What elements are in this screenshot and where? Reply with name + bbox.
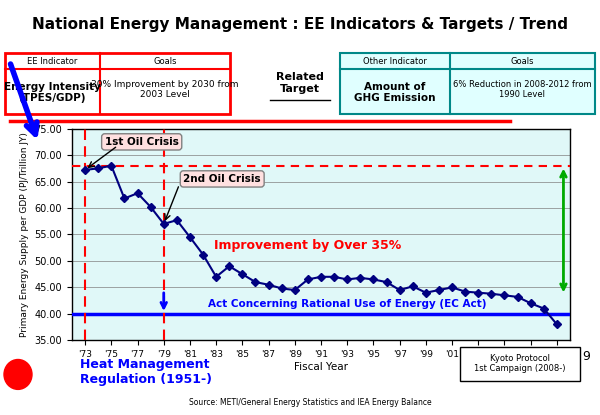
Text: Improvement by Over 35%: Improvement by Over 35%: [214, 239, 401, 251]
Text: Kyoto Protocol
1st Campaign (2008-): Kyoto Protocol 1st Campaign (2008-): [474, 354, 566, 374]
FancyBboxPatch shape: [460, 347, 580, 381]
FancyBboxPatch shape: [340, 53, 595, 114]
Text: Other Indicator: Other Indicator: [363, 57, 427, 66]
Text: 30% Improvement by 2030 from
2003 Level: 30% Improvement by 2030 from 2003 Level: [91, 80, 239, 99]
Text: Act Concerning Rational Use of Energy (EC Act): Act Concerning Rational Use of Energy (E…: [208, 299, 487, 309]
Text: Goals: Goals: [510, 57, 534, 66]
FancyBboxPatch shape: [5, 53, 230, 114]
Text: EE Indicator: EE Indicator: [27, 57, 77, 66]
Text: 2nd Oil Crisis: 2nd Oil Crisis: [184, 174, 261, 184]
Text: 9: 9: [582, 350, 590, 363]
Text: Amount of
GHG Emission: Amount of GHG Emission: [354, 82, 436, 103]
Text: Goals: Goals: [153, 57, 177, 66]
Text: ECCJ: ECCJ: [9, 371, 27, 378]
X-axis label: Fiscal Year: Fiscal Year: [294, 362, 348, 372]
Text: Related
Target: Related Target: [276, 72, 324, 94]
Text: Energy Intensity
(TPES/GDP): Energy Intensity (TPES/GDP): [4, 82, 100, 103]
Text: 6% Reduction in 2008-2012 from
1990 Level: 6% Reduction in 2008-2012 from 1990 Leve…: [452, 80, 592, 99]
Text: Heat Management
Regulation (1951-): Heat Management Regulation (1951-): [80, 358, 212, 386]
Text: Source: METI/General Energy Statistics and IEA Energy Balance: Source: METI/General Energy Statistics a…: [188, 398, 431, 407]
Text: 1st Oil Crisis: 1st Oil Crisis: [105, 137, 179, 147]
Y-axis label: Primary Energy Supply per GDP (PJ/Trillion JY): Primary Energy Supply per GDP (PJ/Trilli…: [20, 132, 29, 337]
Text: National Energy Management : EE Indicators & Targets / Trend: National Energy Management : EE Indicato…: [32, 17, 568, 32]
Circle shape: [4, 359, 32, 389]
